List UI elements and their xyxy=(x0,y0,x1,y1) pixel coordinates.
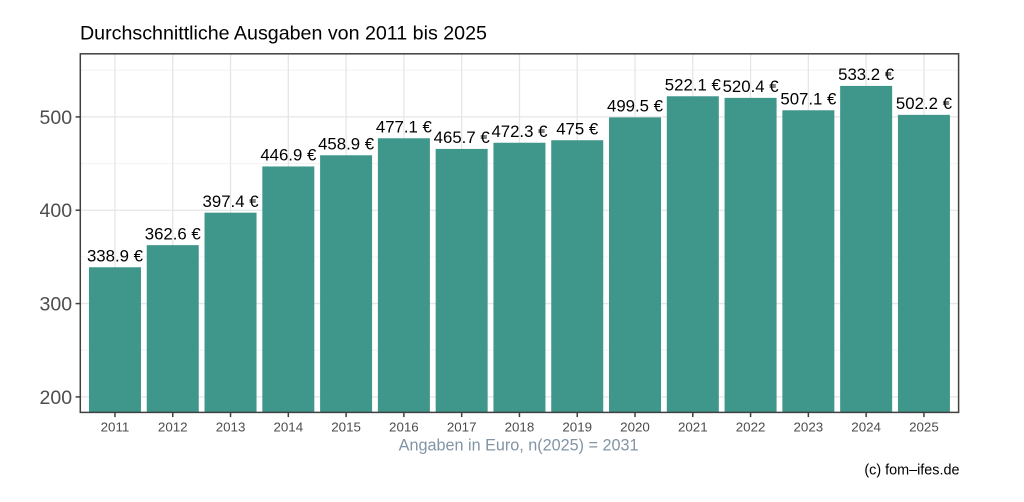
svg-text:458.9 €: 458.9 € xyxy=(318,134,375,153)
svg-text:465.7 €: 465.7 € xyxy=(434,128,491,147)
svg-text:Angaben in Euro, n(2025) = 203: Angaben in Euro, n(2025) = 2031 xyxy=(399,436,639,454)
svg-text:2012: 2012 xyxy=(158,420,188,435)
svg-text:472.3 €: 472.3 € xyxy=(491,122,548,141)
svg-text:2020: 2020 xyxy=(620,420,650,435)
svg-text:2019: 2019 xyxy=(562,420,592,435)
svg-text:(c) fom–ifes.de: (c) fom–ifes.de xyxy=(864,463,959,479)
svg-text:522.1 €: 522.1 € xyxy=(665,75,722,94)
svg-text:520.4 €: 520.4 € xyxy=(723,77,780,96)
svg-text:2025: 2025 xyxy=(909,420,939,435)
svg-text:499.5 €: 499.5 € xyxy=(607,97,664,116)
svg-text:502.2 €: 502.2 € xyxy=(896,94,953,113)
svg-text:397.4 €: 397.4 € xyxy=(203,192,260,211)
svg-text:507.1 €: 507.1 € xyxy=(780,89,837,108)
svg-text:200: 200 xyxy=(40,387,73,409)
svg-text:300: 300 xyxy=(40,294,73,316)
svg-text:338.9 €: 338.9 € xyxy=(87,246,144,265)
svg-text:Durchschnittliche Ausgaben von: Durchschnittliche Ausgaben von 2011 bis … xyxy=(80,23,487,45)
svg-text:2023: 2023 xyxy=(794,420,824,435)
svg-text:475 €: 475 € xyxy=(556,119,599,138)
svg-text:2018: 2018 xyxy=(505,420,535,435)
svg-text:2021: 2021 xyxy=(678,420,708,435)
svg-text:2022: 2022 xyxy=(736,420,766,435)
svg-text:2017: 2017 xyxy=(447,420,477,435)
svg-text:2013: 2013 xyxy=(216,420,246,435)
svg-text:500: 500 xyxy=(40,107,73,129)
svg-text:400: 400 xyxy=(40,200,73,222)
svg-text:2011: 2011 xyxy=(101,420,130,435)
svg-text:2014: 2014 xyxy=(273,420,303,435)
svg-text:2016: 2016 xyxy=(389,420,419,435)
svg-text:2024: 2024 xyxy=(851,420,881,435)
svg-text:2015: 2015 xyxy=(331,420,361,435)
svg-text:446.9 €: 446.9 € xyxy=(260,146,317,165)
svg-text:533.2 €: 533.2 € xyxy=(838,65,895,84)
svg-text:477.1 €: 477.1 € xyxy=(376,117,433,136)
svg-text:362.6 €: 362.6 € xyxy=(145,224,202,243)
